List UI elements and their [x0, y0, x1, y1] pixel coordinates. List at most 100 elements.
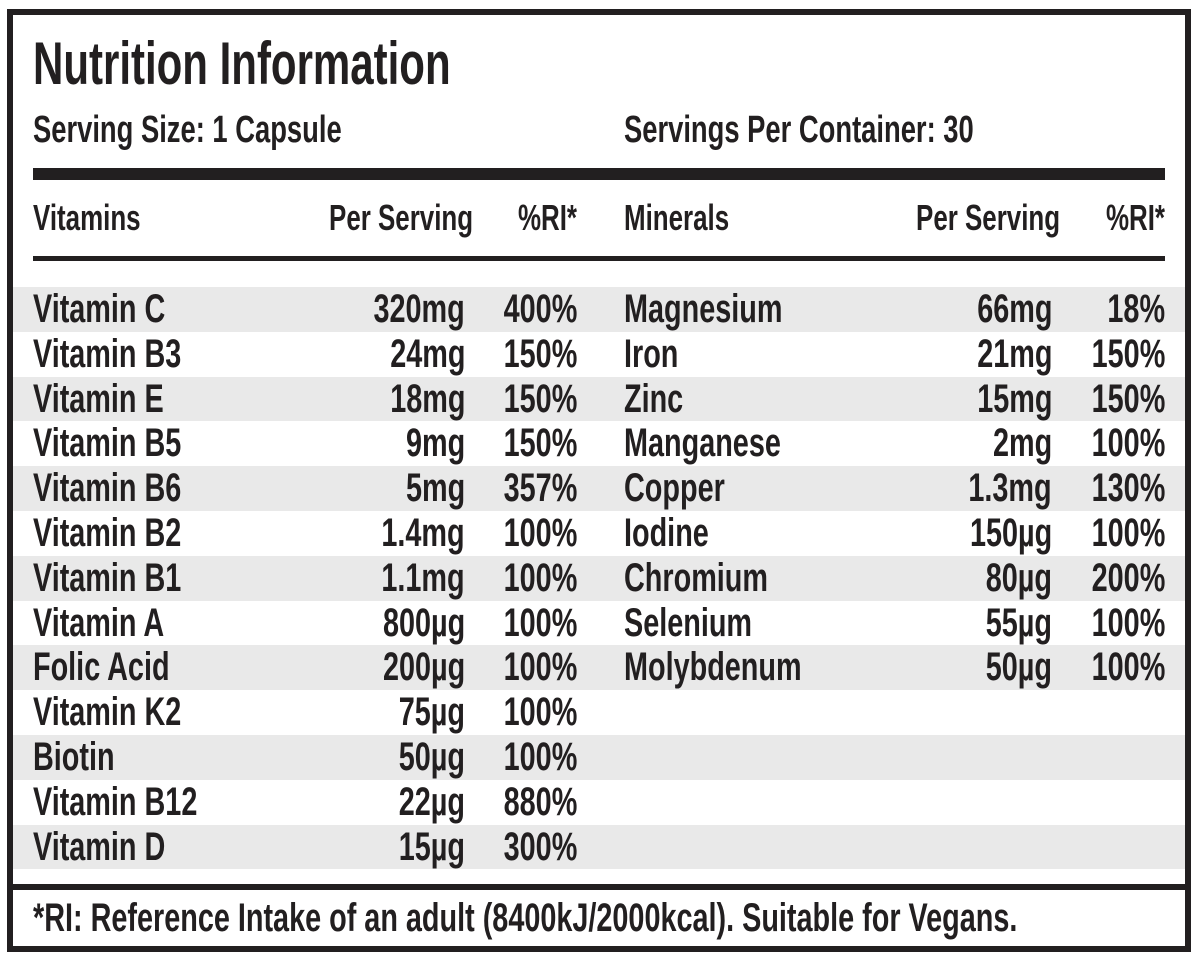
mineral-amount-cell — [860, 735, 1052, 780]
table-row: Biotin 50µg 100% — [13, 734, 1185, 780]
vitamin-amount-text: 15µg — [398, 824, 465, 869]
mineral-name-cell — [624, 735, 860, 780]
vitamin-name-cell: Biotin — [33, 735, 273, 780]
minerals-column-header: Minerals — [624, 197, 860, 239]
vitamin-amount-text: 1.4mg — [381, 510, 465, 555]
mineral-ri-cell: 100% — [1052, 421, 1165, 466]
nutrition-label: Nutrition Information Serving Size: 1 Ca… — [7, 9, 1191, 952]
vitamin-name-cell: Vitamin D — [33, 825, 273, 870]
vitamin-amount-text: 75µg — [398, 690, 465, 735]
mineral-ri-cell: 100% — [1052, 511, 1165, 556]
vitamin-name-text: Biotin — [33, 734, 115, 779]
label-title-text: Nutrition Information — [33, 30, 451, 97]
vitamin-amount-cell: 50µg — [273, 735, 465, 780]
vitamin-amount-text: 1.1mg — [381, 555, 465, 600]
mineral-ri-cell — [1052, 825, 1165, 870]
table-row: Vitamin B12 22µg 880% — [13, 780, 1185, 825]
vitamin-name-text: Vitamin D — [33, 824, 166, 869]
vitamin-amount-cell: 800µg — [273, 601, 465, 646]
minerals-header-text: Minerals — [624, 197, 730, 238]
mineral-ri-text: 100% — [1091, 421, 1165, 466]
vitamin-name-cell: Vitamin B1 — [33, 556, 273, 601]
vitamin-amount-text: 9mg — [405, 421, 465, 466]
mineral-ri-text: 100% — [1091, 645, 1165, 690]
vitamin-ri-cell: 880% — [465, 780, 577, 825]
label-title: Nutrition Information — [33, 29, 1165, 98]
minerals-ri-header: %RI* — [1052, 197, 1165, 239]
mineral-ri-text: 100% — [1091, 510, 1165, 555]
vitamin-ri-cell: 150% — [465, 332, 577, 377]
mineral-amount-text: 50µg — [985, 645, 1052, 690]
table-row: Vitamin B6 5mg 357% Copper 1.3mg 130% — [13, 466, 1185, 511]
minerals-ri-text: %RI* — [1105, 197, 1165, 238]
vitamin-ri-cell: 100% — [465, 511, 577, 556]
vitamin-name-text: Vitamin B3 — [33, 331, 182, 376]
vitamin-ri-text: 150% — [503, 421, 577, 466]
mineral-ri-cell — [1052, 780, 1165, 825]
vitamin-name-cell: Vitamin E — [33, 377, 273, 422]
vitamin-ri-cell: 100% — [465, 556, 577, 601]
vitamin-name-cell: Vitamin B5 — [33, 421, 273, 466]
top-divider-bar — [33, 168, 1165, 180]
mineral-name-text: Zinc — [624, 376, 684, 421]
vitamin-ri-text: 100% — [503, 734, 577, 779]
mineral-amount-cell: 80µg — [860, 556, 1052, 601]
vitamin-ri-text: 357% — [503, 466, 577, 511]
mineral-name-cell: Magnesium — [624, 287, 860, 332]
vitamin-amount-text: 50µg — [398, 734, 465, 779]
mineral-name-text: Copper — [624, 466, 725, 511]
header-underline — [33, 256, 1165, 261]
mineral-amount-cell: 2mg — [860, 421, 1052, 466]
vitamin-name-text: Vitamin A — [33, 600, 165, 645]
vitamin-amount-cell: 22µg — [273, 780, 465, 825]
mineral-amount-cell: 1.3mg — [860, 466, 1052, 511]
vitamin-name-text: Vitamin B5 — [33, 421, 182, 466]
mineral-amount-text: 1.3mg — [968, 466, 1052, 511]
table-row: Folic Acid 200µg 100% Molybdenum 50µg 10… — [13, 645, 1185, 691]
mineral-name-text: Molybdenum — [624, 645, 802, 690]
mineral-amount-text: 80µg — [985, 555, 1052, 600]
vitamin-amount-text: 800µg — [382, 600, 465, 645]
table-row: Vitamin K2 75µg 100% — [13, 690, 1185, 735]
vitamin-name-text: Vitamin K2 — [33, 690, 182, 735]
vitamin-amount-cell: 18mg — [273, 377, 465, 422]
table-body: Vitamin C 320mg 400% Magnesium 66mg 18% … — [13, 287, 1185, 870]
minerals-per-serving-text: Per Serving — [916, 197, 1061, 238]
vitamin-name-cell: Vitamin A — [33, 601, 273, 646]
mineral-ri-cell: 150% — [1052, 332, 1165, 377]
table-row: Vitamin A 800µg 100% Selenium 55µg 100% — [13, 601, 1185, 646]
table-row: Vitamin B1 1.1mg 100% Chromium 80µg 200% — [13, 555, 1185, 601]
table-row: Vitamin E 18mg 150% Zinc 15mg 150% — [13, 376, 1185, 422]
mineral-amount-cell — [860, 780, 1052, 825]
mineral-amount-text: 15mg — [976, 376, 1052, 421]
vitamin-ri-cell: 100% — [465, 601, 577, 646]
vitamins-per-serving-text: Per Serving — [329, 197, 474, 238]
table-row: Vitamin B3 24mg 150% Iron 21mg 150% — [13, 332, 1185, 377]
vitamin-name-text: Vitamin E — [33, 376, 164, 421]
servings-per-container: Servings Per Container: 30 — [624, 109, 1165, 152]
mineral-amount-cell: 66mg — [860, 287, 1052, 332]
vitamin-amount-text: 18mg — [389, 376, 465, 421]
vitamins-per-serving-header: Per Serving — [273, 197, 473, 239]
footnote-strip: *RI: Reference Intake of an adult (8400k… — [13, 884, 1185, 946]
vitamin-ri-cell: 100% — [465, 645, 577, 690]
vitamin-name-cell: Vitamin K2 — [33, 690, 273, 735]
vitamin-name-cell: Folic Acid — [33, 645, 273, 690]
mineral-ri-text: 150% — [1091, 331, 1165, 376]
table-row: Vitamin B5 9mg 150% Manganese 2mg 100% — [13, 421, 1185, 466]
vitamin-ri-cell: 400% — [465, 287, 577, 332]
vitamin-amount-cell: 15µg — [273, 825, 465, 870]
mineral-ri-cell — [1052, 690, 1165, 735]
mineral-amount-cell: 15mg — [860, 377, 1052, 422]
vitamin-ri-cell: 300% — [465, 825, 577, 870]
mineral-amount-cell: 55µg — [860, 601, 1052, 646]
vitamin-amount-cell: 9mg — [273, 421, 465, 466]
mineral-ri-cell: 18% — [1052, 287, 1165, 332]
mineral-name-text: Chromium — [624, 555, 768, 600]
vitamin-amount-cell: 24mg — [273, 332, 465, 377]
vitamin-ri-text: 100% — [503, 600, 577, 645]
table-row: Vitamin D 15µg 300% — [13, 824, 1185, 870]
vitamin-ri-text: 300% — [503, 824, 577, 869]
vitamins-ri-header: %RI* — [465, 197, 577, 239]
mineral-ri-cell: 100% — [1052, 601, 1165, 646]
